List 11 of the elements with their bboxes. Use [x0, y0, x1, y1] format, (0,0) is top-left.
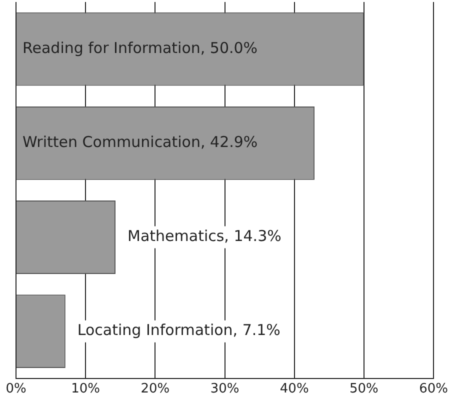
- x-tick-label: 0%: [6, 382, 26, 397]
- x-tick-label: 50%: [350, 382, 378, 397]
- x-tick-label: 40%: [280, 382, 309, 397]
- x-tick-label: 60%: [419, 382, 448, 397]
- x-tick-label: 10%: [71, 382, 100, 397]
- data-label: Locating Information, 7.1%: [77, 321, 280, 340]
- data-label: Written Communication, 42.9%: [22, 133, 258, 152]
- x-tick-label: 20%: [140, 382, 170, 397]
- data-label: Mathematics, 14.3%: [128, 227, 282, 246]
- x-tick-label: 30%: [210, 382, 240, 397]
- data-label: Reading for Information, 50.0%: [22, 38, 258, 57]
